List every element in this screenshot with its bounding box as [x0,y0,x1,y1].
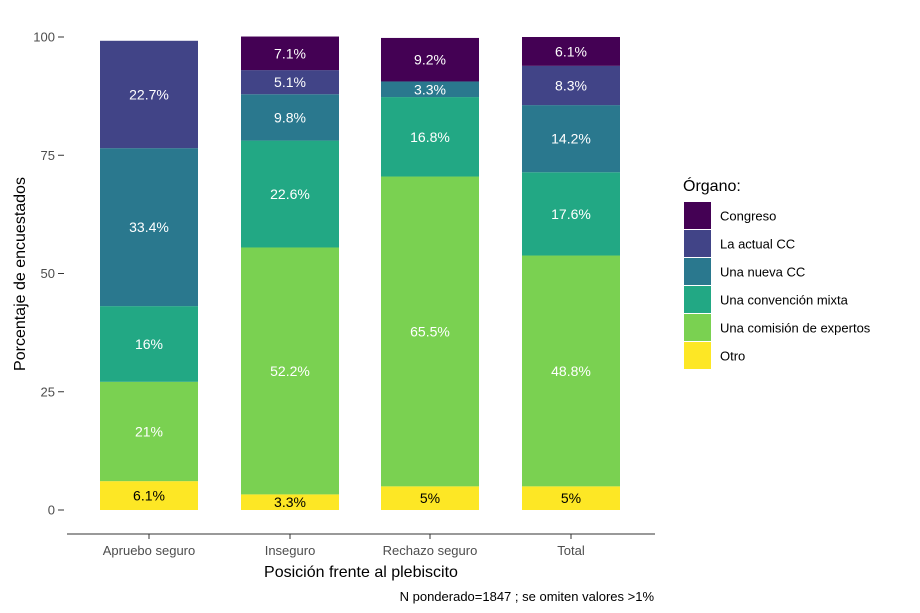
x-tick-label: Inseguro [265,543,316,558]
bar-segment [381,176,479,487]
legend: Órgano: Congreso La actual CC Una nueva CC… [683,176,871,369]
bar-data-label: 17.6% [551,206,591,222]
bar-data-label: 3.3% [274,494,306,510]
bar-segment [522,65,620,106]
y-tick-label: 50 [41,266,55,281]
y-tick-label: 75 [41,148,55,163]
segment-labels: 6.1% 21% 16% 33.4% 22.7% 3.3% 52.2% 22.6% 9.8% 5.… [129,43,591,510]
x-axis: Apruebo seguro Inseguro Rechazo seguro Tota… [67,533,655,558]
bar-segment [381,486,479,510]
y-axis-title: Porcentaje de encuestados [12,177,29,371]
bar-segment [100,306,198,382]
bar-data-label: 22.7% [129,86,169,102]
bar-data-label: 14.2% [551,131,591,147]
bars [100,36,620,510]
bar-data-label: 6.1% [555,43,587,59]
bar-segment [100,481,198,510]
legend-key [684,258,711,285]
bar-segment [241,247,339,495]
bar-segment [241,494,339,510]
bar-segment [241,36,339,71]
bar-segment [522,105,620,173]
bar-segment [522,255,620,487]
bar-data-label: 48.8% [551,363,591,379]
legend-key [684,286,711,313]
x-tick-label: Rechazo seguro [383,543,478,558]
legend-title: Órgano: [683,176,741,195]
bar-segment [381,37,479,82]
legend-key [684,230,711,257]
y-axis: 0 25 50 75 100 [33,30,64,518]
bar-data-label: 9.2% [414,52,446,68]
bar-data-label: 5% [561,490,581,506]
legend-label: La actual CC [720,237,795,252]
bar-segment [381,97,479,177]
legend-key [684,314,711,341]
legend-label: Congreso [720,209,776,224]
x-tick-label: Apruebo seguro [103,543,196,558]
bar-segment [100,381,198,482]
bar-data-label: 8.3% [555,77,587,93]
bar-data-label: 16% [135,336,163,352]
bar-segment [100,148,198,307]
bar-data-label: 9.8% [274,109,306,125]
y-tick-label: 25 [41,384,55,399]
bar-data-label: 65.5% [410,323,450,339]
bar-segment [241,70,339,95]
chart-caption: N ponderado=1847 ; se omiten valores >1% [400,589,655,604]
bar-data-label: 21% [135,423,163,439]
y-tick-label: 0 [48,503,55,518]
legend-label: Una comisión de expertos [720,321,871,336]
y-tick-label: 100 [33,30,55,45]
legend-label: Una nueva CC [720,265,805,280]
legend-label: Una convención mixta [720,293,849,308]
bar-segment [241,94,339,141]
bar-data-label: 7.1% [274,45,306,61]
bar-data-label: 33.4% [129,219,169,235]
bar-data-label: 22.6% [270,186,310,202]
bar-segment [381,81,479,98]
legend-label: Otro [720,349,745,364]
bar-segment [522,172,620,256]
bar-data-label: 5% [420,490,440,506]
bar-segment [522,486,620,510]
bar-data-label: 6.1% [133,488,165,504]
bar-segment [241,140,339,248]
bar-segment [100,40,198,149]
bar-data-label: 5.1% [274,74,306,90]
bar-segment [522,37,620,66]
bar-data-label: 3.3% [414,81,446,97]
x-axis-title: Posición frente al plebiscito [264,564,458,581]
bar-data-label: 52.2% [270,363,310,379]
legend-key [684,342,711,369]
x-tick-label: Total [557,543,585,558]
bar-data-label: 16.8% [410,129,450,145]
legend-key [684,202,711,229]
